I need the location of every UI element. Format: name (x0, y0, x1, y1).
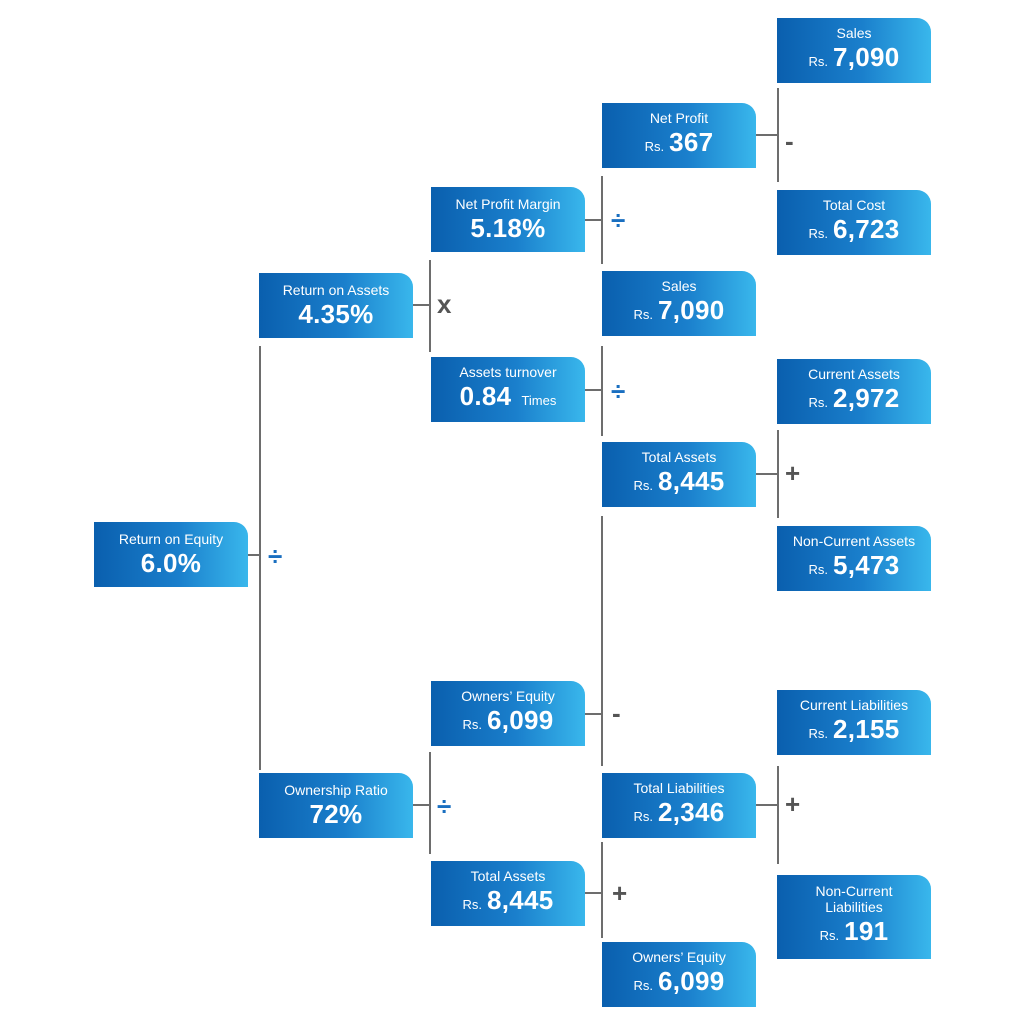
connector-line (756, 804, 778, 806)
node-label: Owners’ Equity (632, 948, 726, 965)
node-value: 0.84 (459, 380, 512, 411)
sales-box: Sales Rs. 7,090 (777, 18, 931, 83)
sales-box: Sales Rs. 7,090 (602, 271, 756, 336)
node-label: Owners’ Equity (461, 687, 555, 704)
connector-line (601, 516, 603, 766)
node-label: Return on Assets (282, 282, 390, 298)
node-unit: Times (521, 392, 557, 408)
currency-label: Rs. (808, 225, 828, 241)
divide-operator: ÷ (611, 205, 626, 235)
minus-operator: - (612, 698, 621, 728)
divide-operator: ÷ (268, 541, 283, 571)
connector-line (585, 892, 602, 894)
node-label: Assets turnover (459, 363, 557, 380)
current-assets-box: Current Assets Rs. 2,972 (777, 359, 931, 424)
node-value: 6,723 (832, 213, 900, 244)
currency-label: Rs. (644, 138, 665, 154)
node-label: Total Assets (641, 448, 717, 465)
total-cost-box: Total Cost Rs. 6,723 (777, 190, 931, 255)
connector-line (248, 554, 260, 556)
connector-line (601, 176, 603, 264)
connector-line (413, 804, 430, 806)
node-label: Total Liabilities (633, 779, 725, 796)
connector-line (601, 842, 603, 938)
node-label: Sales (661, 277, 697, 294)
node-label: Net Profit (649, 109, 709, 126)
connector-line (777, 430, 779, 518)
connector-line (585, 219, 602, 221)
node-label: Non-Current Assets (792, 532, 916, 549)
node-value: 7,090 (832, 41, 900, 72)
node-value: 191 (844, 916, 889, 946)
node-value: 6,099 (486, 704, 554, 735)
node-value: 2,972 (832, 382, 900, 413)
total-liabilities-box: Total Liabilities Rs. 2,346 (602, 773, 756, 838)
node-value: 72% (309, 799, 363, 829)
connector-line (777, 766, 779, 864)
currency-label: Rs. (633, 977, 653, 993)
non-current-assets-box: Non-Current Assets Rs. 5,473 (777, 526, 931, 591)
node-value: 5,473 (832, 549, 900, 580)
connector-line (429, 752, 431, 854)
current-liabilities-box: Current Liabilities Rs. 2,155 (777, 690, 931, 755)
node-value: 367 (669, 126, 714, 157)
node-value: 4.35% (298, 299, 374, 329)
node-label: Total Cost (822, 196, 886, 213)
connector-line (777, 88, 779, 182)
currency-label: Rs. (633, 306, 653, 322)
node-label: Net Profit Margin (455, 196, 561, 212)
node-label: Return on Equity (118, 531, 224, 547)
node-value: 8,445 (657, 465, 725, 496)
node-value: 5.18% (470, 213, 546, 243)
node-label: Non-Current Liabilities (815, 883, 893, 915)
connector-line (259, 346, 261, 770)
node-value: 7,090 (657, 294, 725, 325)
assets-turnover-box: Assets turnover 0.84 Times (431, 357, 585, 422)
owners-equity-box: Owners’ Equity Rs. 6,099 (602, 942, 756, 1007)
total-assets-box: Total Assets Rs. 8,445 (431, 861, 585, 926)
currency-label: Rs. (462, 896, 482, 912)
connector-line (585, 713, 602, 715)
currency-label: Rs. (633, 477, 653, 493)
node-label: Current Assets (808, 365, 900, 382)
return-on-equity-box: Return on Equity 6.0% (94, 522, 248, 587)
ownership-ratio-box: Ownership Ratio 72% (259, 773, 413, 838)
node-value: 2,155 (832, 713, 900, 744)
multiply-operator: x (437, 289, 452, 319)
node-label: Sales (836, 24, 872, 41)
non-current-liabilities-box: Non-Current Liabilities Rs. 191 (777, 875, 931, 959)
total-assets-box: Total Assets Rs. 8,445 (602, 442, 756, 507)
node-value: 2,346 (657, 796, 725, 827)
minus-operator: - (785, 126, 794, 156)
node-label: Ownership Ratio (284, 782, 388, 798)
return-on-assets-box: Return on Assets 4.35% (259, 273, 413, 338)
plus-operator: + (785, 789, 801, 819)
node-value: 6,099 (657, 965, 725, 996)
net-profit-margin-box: Net Profit Margin 5.18% (431, 187, 585, 252)
plus-operator: + (612, 878, 628, 908)
currency-label: Rs. (633, 808, 653, 824)
node-label: Current Liabilities (799, 696, 909, 713)
currency-label: Rs. (808, 725, 828, 741)
node-value: 8,445 (486, 884, 554, 915)
divide-operator: ÷ (437, 791, 452, 821)
currency-label: Rs. (808, 53, 828, 69)
node-label: Total Assets (470, 867, 546, 884)
connector-line (756, 473, 778, 475)
connector-line (413, 304, 430, 306)
currency-label: Rs. (808, 394, 828, 410)
owners-equity-box: Owners’ Equity Rs. 6,099 (431, 681, 585, 746)
node-value: 6.0% (140, 548, 202, 578)
connector-line (429, 260, 431, 352)
currency-label: Rs. (819, 928, 840, 943)
connector-line (601, 346, 603, 436)
plus-operator: + (785, 458, 801, 488)
currency-label: Rs. (808, 561, 828, 577)
net-profit-box: Net Profit Rs. 367 (602, 103, 756, 168)
currency-label: Rs. (462, 716, 482, 732)
connector-line (756, 134, 778, 136)
divide-operator: ÷ (611, 376, 626, 406)
connector-line (585, 389, 602, 391)
